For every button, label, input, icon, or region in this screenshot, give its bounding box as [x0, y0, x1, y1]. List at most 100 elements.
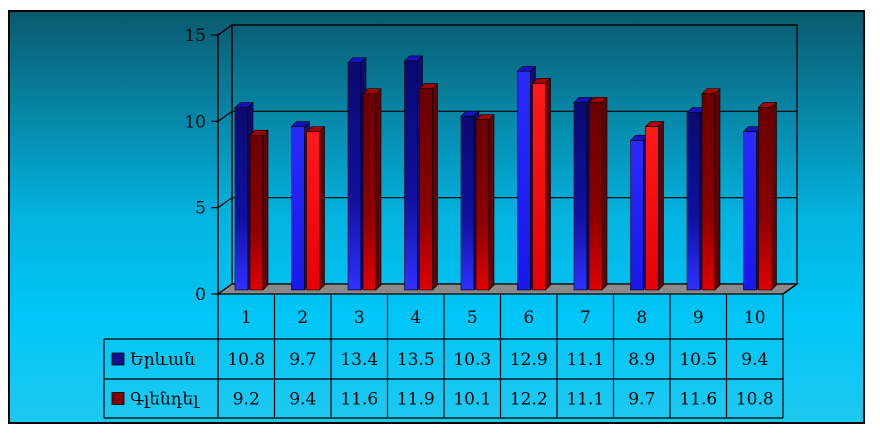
legend-key-yerevan — [111, 352, 125, 366]
bar-top — [403, 55, 424, 62]
y-tick-label: 0 — [195, 285, 206, 305]
data-label: 10.8 — [736, 390, 774, 410]
bar-top — [362, 88, 382, 95]
data-label: 11.6 — [340, 390, 378, 410]
bar-top — [644, 121, 665, 127]
bar-glendale-3 — [362, 87, 382, 291]
bars — [234, 55, 778, 291]
bar-top — [475, 114, 495, 120]
bar-front — [347, 62, 362, 291]
bar-side — [432, 82, 438, 291]
category-label: 1 — [241, 308, 252, 328]
data-label: 12.2 — [510, 390, 548, 410]
bar-glendale-6 — [531, 77, 552, 291]
category-label: 10 — [744, 308, 766, 328]
category-label: 3 — [354, 308, 365, 328]
bar-front — [362, 93, 377, 291]
data-label: 9.7 — [628, 390, 655, 410]
bar-top — [516, 65, 537, 72]
bar-glendale-1 — [249, 129, 269, 291]
data-label: 11.1 — [566, 390, 604, 410]
category-label: 8 — [636, 308, 647, 328]
bar-side — [601, 96, 608, 291]
data-label: 12.9 — [510, 350, 548, 370]
bar-top — [305, 126, 326, 132]
y-tick-label: 10 — [184, 112, 206, 132]
data-label: 11.9 — [397, 390, 435, 410]
bar-glendale-2 — [305, 125, 326, 291]
bar-top — [234, 102, 254, 108]
gridline — [217, 110, 797, 122]
bar-front — [419, 88, 433, 291]
legend-key-glendale — [111, 392, 125, 405]
bar-top — [249, 129, 269, 136]
bar-front — [701, 93, 716, 291]
bar-front — [743, 131, 757, 291]
bar-top — [573, 97, 593, 103]
bar-top — [701, 88, 721, 95]
bar-front — [306, 131, 320, 291]
data-label: 11.1 — [566, 350, 604, 370]
y-axis: 0 5 10 15 — [184, 26, 219, 305]
bar-front — [588, 102, 603, 291]
bar-front — [404, 60, 418, 291]
y-tick-label: 5 — [195, 199, 206, 219]
bar-top — [290, 121, 311, 127]
y-tick-label: 15 — [184, 26, 206, 46]
gridline — [217, 197, 797, 209]
bar-front — [475, 119, 490, 291]
bar-top — [460, 110, 480, 117]
category-label: 4 — [410, 308, 421, 328]
bar-glendale-9 — [701, 87, 721, 291]
data-label: 13.4 — [340, 350, 378, 370]
bar-glendale-4 — [418, 82, 439, 291]
bar-glendale-7 — [588, 96, 608, 291]
data-table: 1 2 3 4 5 6 7 8 9 10 Երևան 10.8 9.7 13.4 13.5 10.3 12.9 1… — [103, 283, 798, 419]
bar-side — [375, 87, 382, 291]
bar-side — [714, 87, 721, 291]
data-label: 13.5 — [397, 350, 435, 370]
category-label: 5 — [467, 308, 478, 328]
legend-label: Երևան — [130, 350, 195, 370]
category-label: 9 — [693, 308, 704, 328]
bar-top — [588, 97, 608, 103]
bar-front — [645, 126, 659, 291]
bar-front — [686, 112, 701, 291]
data-label: 8.9 — [628, 350, 655, 370]
bar-glendale-5 — [475, 113, 495, 291]
data-label: 9.2 — [233, 390, 260, 410]
bar-front — [291, 126, 305, 291]
data-label: 11.6 — [679, 390, 717, 410]
bar-side — [319, 125, 325, 291]
bar-glendale-10 — [757, 101, 778, 291]
bar-front — [517, 70, 531, 291]
bar-side — [771, 101, 777, 291]
chart-frame — [8, 10, 865, 424]
category-label: 7 — [580, 308, 591, 328]
bar-top — [418, 83, 439, 89]
bar-front — [234, 107, 249, 291]
bar-front — [758, 107, 772, 291]
data-label: 10.5 — [679, 350, 717, 370]
data-label: 10.8 — [227, 350, 265, 370]
table-line — [782, 283, 798, 295]
bar-glendale-8 — [644, 120, 665, 291]
legend-label: Գլենդել — [130, 390, 200, 410]
bar-side — [545, 77, 551, 291]
bar-front — [249, 134, 264, 291]
bar-side — [262, 129, 269, 291]
gridline — [217, 24, 797, 36]
data-label: 10.3 — [453, 350, 491, 370]
bar-front — [460, 115, 475, 291]
bar-side — [658, 120, 664, 291]
bar-top — [531, 78, 552, 84]
data-label: 9.4 — [289, 390, 316, 410]
data-label: 10.1 — [453, 390, 491, 410]
bar-top — [757, 102, 778, 108]
category-label: 2 — [297, 308, 308, 328]
bar-top — [347, 57, 367, 63]
bar-front — [630, 140, 644, 291]
bar-side — [488, 113, 495, 291]
bar-front — [532, 83, 546, 291]
